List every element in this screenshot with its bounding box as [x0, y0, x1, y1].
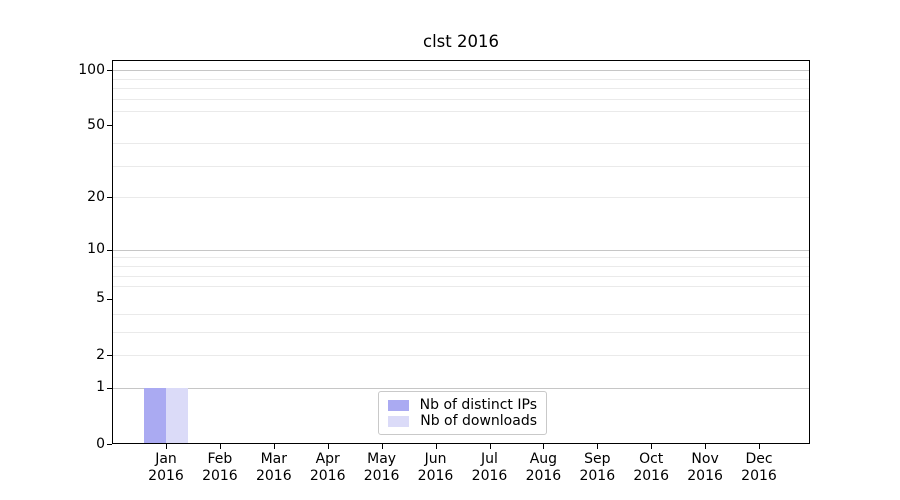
x-tick-mark — [327, 444, 329, 449]
x-tick-label: Aug 2016 — [525, 451, 562, 484]
y-tick-label: 1 — [96, 379, 105, 396]
y-gridline-minor — [113, 331, 809, 333]
x-tick-mark — [166, 444, 167, 449]
bar-downloads — [166, 387, 188, 444]
legend: Nb of distinct IPs Nb of downloads — [378, 391, 547, 435]
y-tick-mark — [107, 355, 112, 356]
legend-swatch-distinct-ips — [388, 399, 409, 411]
legend-item-downloads: Nb of downloads — [388, 412, 537, 429]
y-gridline-minor — [113, 355, 809, 356]
y-gridline-minor — [113, 313, 809, 315]
y-tick-mark — [107, 125, 112, 127]
y-gridline-minor — [113, 286, 809, 288]
y-tick-mark — [107, 387, 112, 389]
y-tick-label: 100 — [78, 61, 105, 78]
x-tick-mark — [759, 444, 760, 449]
y-gridline-minor — [113, 78, 809, 80]
y-gridline-major — [113, 70, 809, 71]
x-tick-mark — [381, 444, 383, 449]
y-gridline-minor — [113, 143, 809, 145]
y-gridline-minor — [113, 257, 809, 259]
legend-label-downloads: Nb of downloads — [420, 412, 537, 429]
y-tick-mark — [107, 298, 112, 300]
x-tick-mark — [651, 444, 653, 449]
y-gridline-minor — [113, 98, 809, 100]
legend-swatch-downloads — [388, 415, 410, 427]
y-gridline-major — [113, 387, 809, 389]
x-tick-mark — [435, 444, 437, 449]
y-tick-label: 0 — [96, 435, 105, 452]
x-tick-mark — [705, 444, 707, 449]
x-tick-label: Jun 2016 — [417, 451, 454, 484]
y-tick-mark — [107, 444, 112, 445]
x-tick-label: Jan 2016 — [148, 451, 184, 484]
y-tick-label: 20 — [87, 188, 105, 205]
y-gridline-minor — [113, 87, 809, 89]
x-tick-label: Mar 2016 — [255, 451, 292, 484]
y-tick-mark — [107, 70, 112, 71]
y-gridline-minor — [113, 165, 809, 167]
y-gridline-major — [113, 249, 809, 251]
x-tick-label: May 2016 — [363, 451, 400, 484]
bar-distinct-ips — [144, 387, 166, 444]
x-tick-label: Oct 2016 — [633, 451, 669, 484]
x-tick-label: Nov 2016 — [687, 451, 723, 484]
y-gridline-minor — [113, 266, 809, 267]
x-tick-mark — [543, 444, 545, 449]
x-tick-label: Jul 2016 — [471, 451, 508, 484]
y-gridline-minor — [113, 197, 809, 199]
legend-item-distinct-ips: Nb of distinct IPs — [388, 396, 537, 413]
x-tick-label: Sep 2016 — [579, 451, 616, 484]
y-tick-label: 2 — [96, 346, 105, 363]
legend-label-distinct-ips: Nb of distinct IPs — [419, 396, 537, 413]
x-tick-label: Feb 2016 — [202, 451, 238, 484]
x-tick-label: Dec 2016 — [741, 451, 777, 484]
y-tick-mark — [107, 197, 112, 199]
y-tick-label: 50 — [87, 116, 105, 133]
y-tick-label: 10 — [87, 241, 105, 258]
y-gridline-minor — [113, 275, 809, 277]
x-tick-mark — [273, 444, 275, 449]
chart-title: clst 2016 — [423, 32, 499, 51]
x-tick-mark — [489, 444, 491, 449]
y-gridline-minor — [113, 110, 809, 112]
y-tick-label: 5 — [96, 290, 105, 307]
x-tick-label: Apr 2016 — [309, 451, 346, 484]
y-tick-mark — [107, 249, 112, 251]
x-tick-mark — [219, 444, 221, 449]
x-tick-mark — [597, 444, 599, 449]
